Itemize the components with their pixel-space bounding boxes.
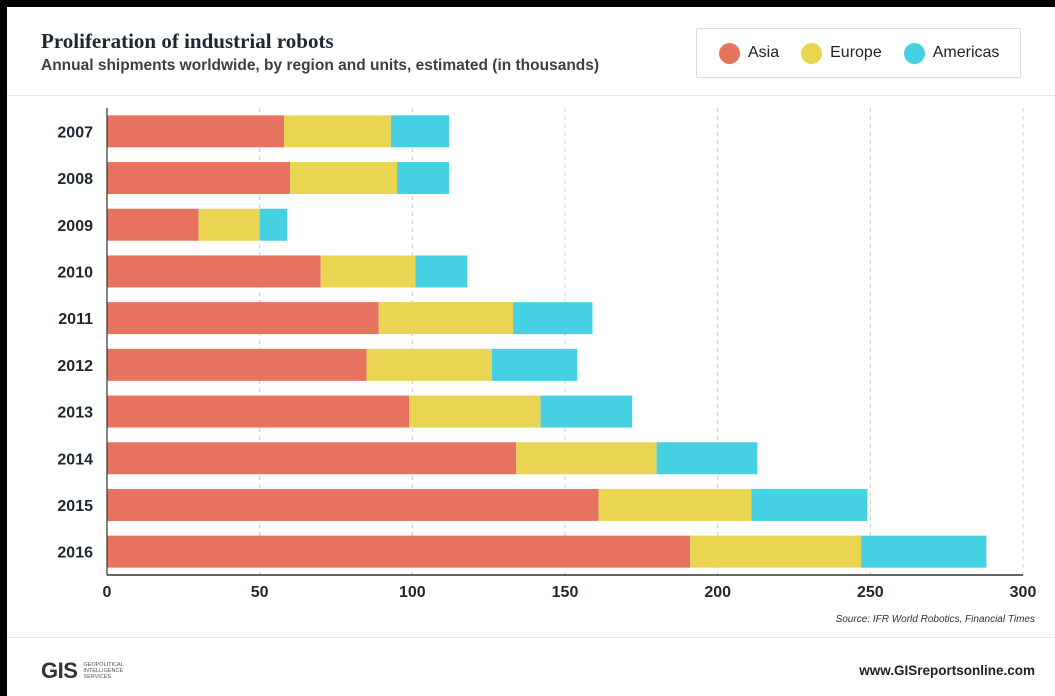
bar-2016-americas (861, 535, 987, 568)
y-tick-label-2007: 2007 (57, 124, 93, 141)
bar-chart: 2007 2008 2009 2010 2011 2012 2013 2014 2015 2016… (57, 108, 1037, 601)
y-tick-label-2010: 2010 (57, 264, 93, 281)
bar-2014-asia (107, 442, 517, 475)
y-tick-label-2014: 2014 (57, 451, 93, 468)
bar-2008-americas (397, 162, 449, 195)
y-tick-label-2011: 2011 (58, 311, 93, 328)
x-tick-label-200: 200 (704, 584, 731, 601)
bar-2012-europe (366, 348, 492, 381)
bar-2011-americas (513, 302, 593, 335)
x-tick-label-150: 150 (552, 584, 579, 601)
bar-2014-europe (516, 442, 657, 475)
y-tick-label-2015: 2015 (57, 498, 93, 515)
bar-2013-asia (107, 395, 410, 428)
bar-2015-americas (751, 488, 868, 521)
legend-label-asia: Asia (748, 44, 780, 61)
x-tick-label-50: 50 (251, 584, 269, 601)
bar-2008-asia (107, 162, 291, 195)
bar-2007-asia (107, 115, 285, 148)
bar-2009-americas (259, 208, 288, 241)
chart-title: Proliferation of industrial robots (41, 29, 334, 53)
legend-label-europe: Europe (830, 44, 882, 61)
bar-2007-europe (284, 115, 391, 148)
bar-2011-asia (107, 302, 379, 335)
y-tick-label-2016: 2016 (57, 545, 93, 562)
legend-item-europe: Europe (801, 42, 882, 64)
y-tick-label-2008: 2008 (57, 171, 93, 188)
x-tick-label-250: 250 (857, 584, 884, 601)
y-tick-label-2012: 2012 (57, 358, 93, 375)
logo-mark: GIS (41, 658, 78, 683)
source-note: Source: IFR World Robotics, Financial Ti… (835, 614, 1035, 625)
bar-2015-asia (107, 488, 599, 521)
y-tick-label-2009: 2009 (57, 218, 93, 235)
legend-swatch-americas (903, 42, 925, 64)
bar-2012-asia (107, 348, 367, 381)
chart-subtitle: Annual shipments worldwide, by region an… (41, 57, 600, 74)
bar-2009-europe (198, 208, 260, 241)
bar-2013-americas (540, 395, 633, 428)
legend: Asia Europe Americas (696, 28, 1021, 78)
footer-divider (7, 637, 1055, 638)
bar-2010-americas (415, 255, 468, 288)
x-tick-label-300: 300 (1010, 584, 1037, 601)
bar-2015-europe (598, 488, 752, 521)
footer-url[interactable]: www.GISreportsonline.com (859, 663, 1035, 678)
bar-2011-europe (378, 302, 514, 335)
bar-2010-asia (107, 255, 321, 288)
bar-2013-europe (409, 395, 541, 428)
bar-2012-americas (491, 348, 578, 381)
header-divider (7, 95, 1055, 96)
bar-2016-europe (690, 535, 862, 568)
x-tick-label-100: 100 (399, 584, 426, 601)
bar-2016-asia (107, 535, 691, 568)
gis-logo: GIS Geopolitical Intelligence Services (41, 658, 124, 684)
legend-item-americas: Americas (903, 42, 1000, 64)
bar-2014-americas (656, 442, 758, 475)
chart-card: Proliferation of industrial robots Annua… (7, 7, 1055, 696)
bar-2008-europe (290, 162, 398, 195)
y-tick-label-2013: 2013 (57, 405, 93, 422)
legend-swatch-asia (719, 42, 740, 64)
bar-2009-asia (107, 208, 199, 241)
legend-item-asia: Asia (719, 42, 780, 64)
bar-2007-americas (390, 115, 449, 148)
bar-2010-europe (320, 255, 416, 288)
legend-label-americas: Americas (932, 44, 1000, 61)
legend-swatch-europe (801, 42, 823, 64)
logo-text: Geopolitical Intelligence Services (83, 662, 124, 680)
x-tick-label-0: 0 (103, 584, 112, 601)
